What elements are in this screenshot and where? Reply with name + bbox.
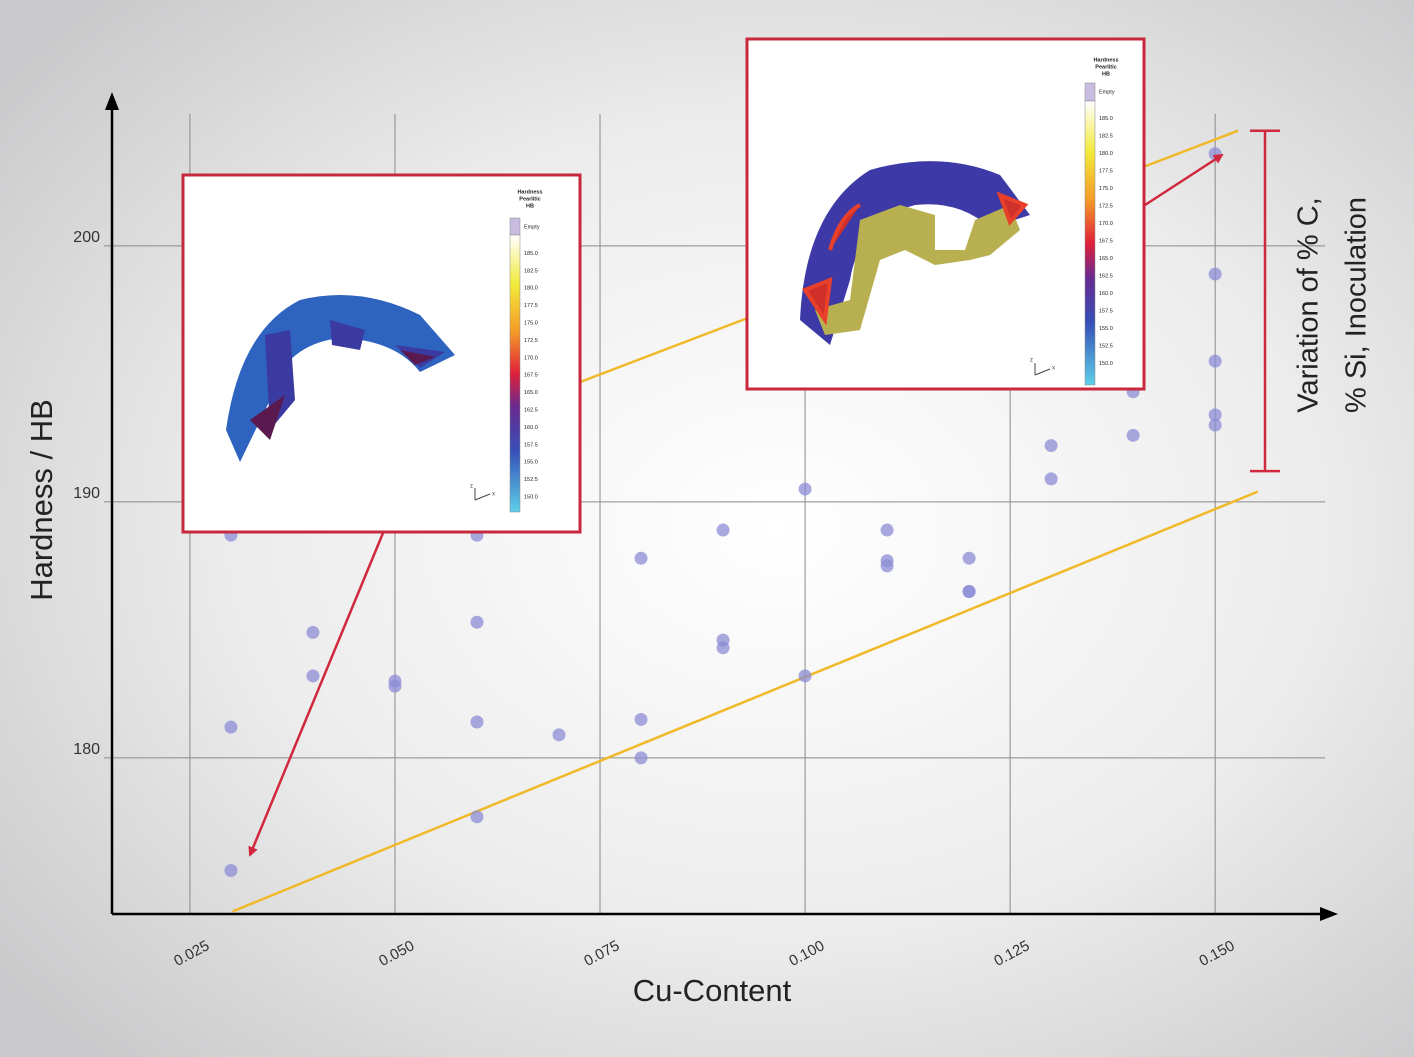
legend-label: 185.0 bbox=[524, 251, 538, 257]
data-point bbox=[470, 716, 483, 729]
legend-label: 160.0 bbox=[1099, 291, 1113, 297]
page: {"chart_data": { "type": "scatter", "x_l… bbox=[0, 0, 1414, 1057]
legend-label: 150.0 bbox=[524, 494, 538, 500]
axis-glyph-label: x bbox=[1052, 366, 1055, 372]
colorbar bbox=[510, 235, 520, 512]
data-point bbox=[635, 751, 648, 764]
legend-label: 160.0 bbox=[524, 425, 538, 431]
axis-glyph-label: z bbox=[1030, 358, 1033, 364]
legend-label: 180.0 bbox=[524, 286, 538, 292]
data-point bbox=[963, 585, 976, 598]
annotation-line: % Si, Inoculation bbox=[1341, 197, 1373, 413]
legend-label: 182.5 bbox=[1099, 133, 1113, 139]
data-point bbox=[635, 713, 648, 726]
legend-label: 177.5 bbox=[1099, 168, 1113, 174]
legend-label: 155.0 bbox=[1099, 326, 1113, 332]
legend-title: Pearlitic bbox=[1095, 64, 1116, 70]
legend-label: 162.5 bbox=[1099, 273, 1113, 279]
legend-label: 177.5 bbox=[524, 303, 538, 309]
data-point bbox=[881, 559, 894, 572]
legend-label: 157.5 bbox=[524, 442, 538, 448]
data-point bbox=[635, 552, 648, 565]
legend-title: HB bbox=[1102, 71, 1110, 77]
legend-label: 175.0 bbox=[524, 320, 538, 326]
legend-label: Empty bbox=[524, 224, 540, 230]
legend-label: 152.5 bbox=[524, 477, 538, 483]
colorbar-empty bbox=[510, 218, 520, 235]
data-point bbox=[963, 552, 976, 565]
legend-title: Hardness bbox=[517, 189, 542, 195]
legend-label: 185.0 bbox=[1099, 116, 1113, 122]
y-tick-label: 200 bbox=[73, 229, 100, 246]
data-point bbox=[799, 483, 812, 496]
legend-label: 155.0 bbox=[524, 460, 538, 466]
data-point bbox=[881, 524, 894, 537]
y-tick-label: 180 bbox=[73, 741, 100, 758]
legend-title: Hardness bbox=[1093, 57, 1118, 63]
data-point bbox=[306, 626, 319, 639]
legend-label: 180.0 bbox=[1099, 151, 1113, 157]
colorbar-empty bbox=[1085, 83, 1095, 101]
data-point bbox=[1209, 419, 1222, 432]
legend-label: 175.0 bbox=[1099, 186, 1113, 192]
data-point bbox=[388, 680, 401, 693]
legend-label: 162.5 bbox=[524, 407, 538, 413]
legend-label: 152.5 bbox=[1099, 343, 1113, 349]
inset-frame bbox=[747, 39, 1144, 389]
data-point bbox=[306, 669, 319, 682]
legend-label: Empty bbox=[1099, 89, 1115, 95]
legend-label: 157.5 bbox=[1099, 308, 1113, 314]
axis-glyph-label: x bbox=[492, 492, 495, 498]
legend-label: 167.5 bbox=[1099, 238, 1113, 244]
legend-label: 172.5 bbox=[524, 338, 538, 344]
legend-label: 167.5 bbox=[524, 373, 538, 379]
data-point bbox=[799, 669, 812, 682]
legend-title: HB bbox=[526, 203, 534, 209]
data-point bbox=[1127, 429, 1140, 442]
data-point bbox=[224, 864, 237, 877]
inset-frame bbox=[183, 175, 580, 532]
x-axis-title: Cu-Content bbox=[633, 973, 792, 1008]
legend-title: Pearlitic bbox=[519, 196, 540, 202]
chart: 0.0250.0500.0750.1000.1250.150180190200 … bbox=[0, 0, 1414, 1057]
data-point bbox=[470, 616, 483, 629]
legend-label: 182.5 bbox=[524, 268, 538, 274]
data-point bbox=[717, 641, 730, 654]
colorbar bbox=[1085, 101, 1095, 385]
data-point bbox=[470, 810, 483, 823]
annotation-line: Variation of % C, bbox=[1293, 197, 1325, 412]
data-point bbox=[224, 721, 237, 734]
data-point bbox=[1045, 472, 1058, 485]
legend-label: 165.0 bbox=[1099, 256, 1113, 262]
legend-label: 150.0 bbox=[1099, 361, 1113, 367]
data-point bbox=[1045, 439, 1058, 452]
data-point bbox=[717, 524, 730, 537]
data-point bbox=[553, 728, 566, 741]
y-axis-title: Hardness / HB bbox=[24, 399, 59, 601]
legend-label: 165.0 bbox=[524, 390, 538, 396]
legend-label: 170.0 bbox=[524, 355, 538, 361]
legend-label: 172.5 bbox=[1099, 203, 1113, 209]
data-point bbox=[1209, 268, 1222, 281]
legend-label: 170.0 bbox=[1099, 221, 1113, 227]
axis-glyph-label: z bbox=[470, 484, 473, 490]
y-tick-label: 190 bbox=[73, 485, 100, 502]
data-point bbox=[1209, 355, 1222, 368]
